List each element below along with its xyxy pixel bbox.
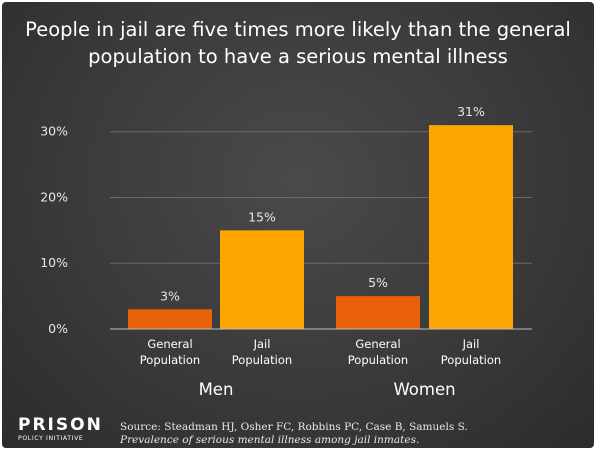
chart-title-line1: People in jail are five times more likel…: [25, 18, 571, 41]
y-tick-label: 0%: [48, 321, 68, 336]
category-label: Population: [348, 353, 408, 367]
category-label: General: [355, 337, 400, 351]
bar: [220, 230, 304, 329]
data-label: 3%: [160, 288, 180, 303]
chart-title-line2: population to have a serious mental illn…: [88, 45, 508, 68]
data-label: 5%: [368, 275, 388, 290]
source-note: Source: Steadman HJ, Osher FC, Robbins P…: [120, 421, 586, 447]
bar: [429, 125, 513, 329]
logo-wordmark: PRISON: [18, 415, 103, 435]
data-label: 15%: [248, 209, 276, 224]
data-label: 31%: [457, 104, 485, 119]
group-label: Men: [199, 380, 234, 399]
source-line2: Prevalence of serious mental illness amo…: [120, 434, 420, 446]
bar: [336, 296, 420, 329]
chart-title: People in jail are five times more likel…: [12, 16, 584, 70]
y-tick-label: 30%: [40, 124, 68, 139]
category-label: Population: [140, 353, 200, 367]
y-tick-label: 20%: [40, 189, 68, 204]
category-label: Jail: [462, 337, 480, 351]
bar: [128, 309, 212, 329]
category-label: Jail: [253, 337, 271, 351]
category-label: Population: [232, 353, 292, 367]
category-label: General: [147, 337, 192, 351]
y-tick-label: 10%: [40, 255, 68, 270]
prison-policy-initiative-logo: PRISON POLICY INITIATIVE: [18, 416, 103, 443]
source-line1: Source: Steadman HJ, Osher FC, Robbins P…: [120, 421, 468, 433]
group-label: Women: [393, 380, 455, 399]
logo-subtitle: POLICY INITIATIVE: [18, 435, 84, 442]
category-label: Population: [441, 353, 501, 367]
